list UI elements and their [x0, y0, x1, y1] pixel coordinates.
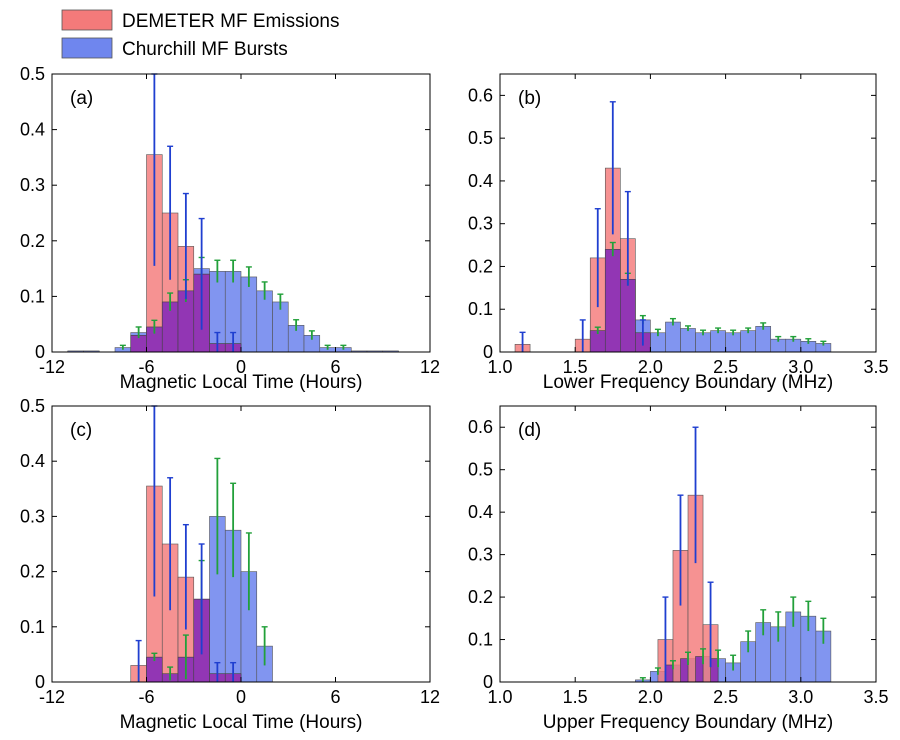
x-tick-label: 3.0 [788, 687, 813, 707]
x-tick-label: -12 [39, 687, 65, 707]
y-tick-label: 0.3 [468, 545, 493, 565]
y-tick-label: 0.2 [20, 231, 45, 251]
y-tick-label: 0.3 [20, 506, 45, 526]
y-tick-label: 0.3 [468, 214, 493, 234]
panel-label: (a) [70, 88, 93, 109]
y-tick-label: 0.3 [20, 175, 45, 195]
panel-label: (c) [70, 420, 92, 441]
x-tick-label: 0 [236, 687, 246, 707]
panel-3: 1.0 1.5 2.0 2.5 3.0 3.5 0 0.1 0.2 0.3 0.4 0.5 0.6 (d)… [468, 405, 889, 733]
x-tick-label: 6 [330, 357, 340, 377]
x-tick-label: 12 [420, 357, 440, 377]
x-tick-label: 1.0 [487, 687, 512, 707]
y-tick-label: 0.5 [468, 128, 493, 148]
panels: -12 -6 0 6 12 0 0.1 0.2 0.3 0.4 0.5 (a) Magnetic Loc… [20, 64, 889, 733]
y-tick-label: 0.5 [20, 64, 45, 84]
x-tick-label: 0 [236, 357, 246, 377]
y-tick-label: 0.1 [20, 286, 45, 306]
y-tick-label: 0.2 [468, 587, 493, 607]
y-tick-label: 0.1 [20, 617, 45, 637]
x-axis-label: Magnetic Local Time (Hours) [120, 372, 363, 393]
x-axis-label: Upper Frequency Boundary (MHz) [543, 712, 833, 733]
bar-churchill [755, 326, 772, 353]
x-tick-label: -6 [138, 357, 154, 377]
bar-churchill [740, 330, 756, 353]
bar-overlap [680, 658, 689, 683]
bar-overlap [710, 658, 719, 683]
x-tick-label: 2.0 [638, 357, 663, 377]
y-tick-label: 0 [483, 342, 493, 362]
y-tick-label: 0.2 [20, 562, 45, 582]
bar-churchill [665, 321, 681, 353]
y-tick-label: 0.4 [468, 502, 493, 522]
bar-overlap [620, 278, 636, 353]
x-tick-label: 2.5 [713, 357, 738, 377]
panel-0: -12 -6 0 6 12 0 0.1 0.2 0.3 0.4 0.5 (a) Magnetic Loc… [20, 64, 440, 393]
panel-1: 1.0 1.5 2.0 2.5 3.0 3.5 0 0.1 0.2 0.3 0.4 0.5 0.6 (b)… [468, 73, 889, 393]
plot-frame [499, 405, 877, 683]
x-tick-label: 1.0 [487, 357, 512, 377]
x-tick-label: 2.0 [638, 687, 663, 707]
bar-churchill [240, 276, 258, 353]
panel-label: (d) [518, 420, 541, 441]
panel-label: (b) [518, 88, 541, 109]
y-tick-label: 0.1 [468, 299, 493, 319]
x-axis-label: Lower Frequency Boundary (MHz) [543, 372, 833, 393]
legend-swatch-demeter [61, 9, 113, 31]
y-tick-label: 0.4 [20, 120, 45, 140]
y-tick-label: 0 [35, 342, 45, 362]
y-tick-label: 0.5 [468, 460, 493, 480]
bar-churchill [256, 290, 273, 353]
bar-overlap [604, 249, 621, 353]
x-tick-label: 3.5 [863, 357, 888, 377]
bar-churchill [680, 328, 696, 353]
bar-overlap [695, 656, 704, 683]
legend-label-churchill: Churchill MF Bursts [122, 39, 288, 60]
x-tick-label: 12 [420, 687, 440, 707]
x-tick-label: 1.5 [563, 357, 588, 377]
legend-label-demeter: DEMETER MF Emissions [122, 11, 339, 32]
x-tick-label: 2.5 [713, 687, 738, 707]
y-tick-label: 0.4 [468, 171, 493, 191]
x-axis-label: Magnetic Local Time (Hours) [120, 712, 363, 733]
y-tick-label: 0.6 [468, 417, 493, 437]
x-tick-label: -12 [39, 357, 65, 377]
y-tick-label: 0.1 [468, 630, 493, 650]
bar-overlap [665, 664, 674, 683]
legend-swatch-churchill [61, 37, 113, 59]
y-tick-label: 0.6 [468, 85, 493, 105]
plot-frame [499, 73, 877, 353]
y-tick-label: 0.2 [468, 256, 493, 276]
x-tick-label: 3.0 [788, 357, 813, 377]
y-tick-label: 0.5 [20, 396, 45, 416]
bar-churchill [725, 332, 741, 353]
x-tick-label: 1.5 [563, 687, 588, 707]
legend: DEMETER MF Emissions Churchill MF Bursts [61, 9, 339, 60]
panel-2: -12 -6 0 6 12 0 0.1 0.2 0.3 0.4 0.5 (c) Magnetic Loc… [20, 396, 440, 733]
x-tick-label: 3.5 [863, 687, 888, 707]
y-tick-label: 0 [35, 672, 45, 692]
bar-churchill [695, 332, 711, 353]
y-tick-label: 0.4 [20, 451, 45, 471]
x-tick-label: 6 [330, 687, 340, 707]
y-tick-label: 0 [483, 672, 493, 692]
bar-churchill [710, 330, 726, 353]
x-tick-label: -6 [138, 687, 154, 707]
